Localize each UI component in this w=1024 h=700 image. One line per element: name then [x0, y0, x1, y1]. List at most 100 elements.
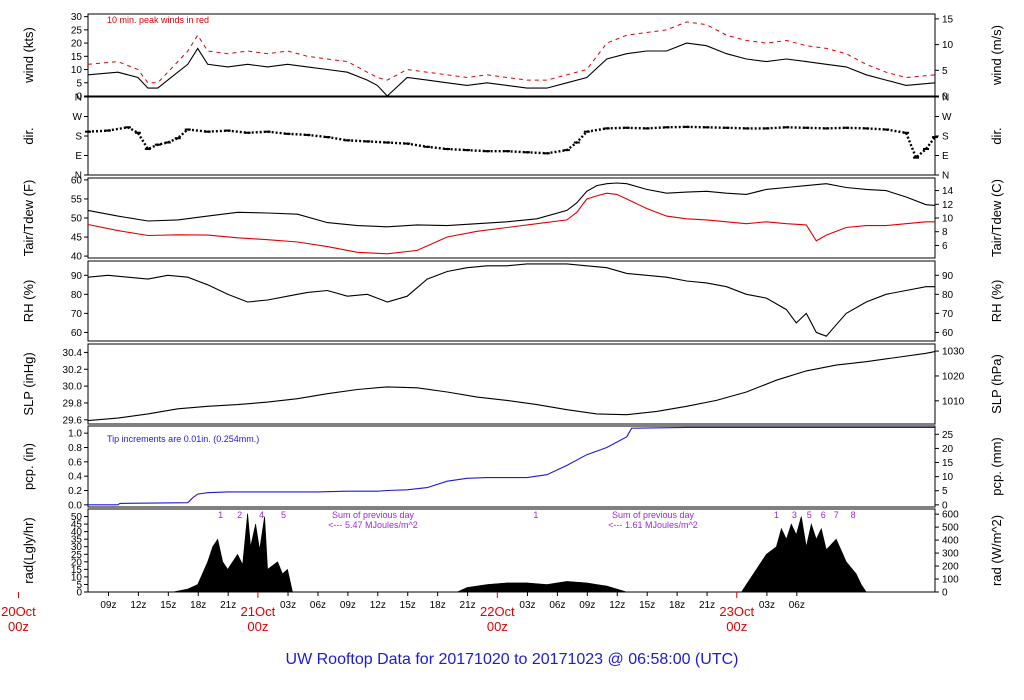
rh-right-tick-label: 80 [942, 290, 954, 301]
slp-right-tick-label: 1010 [942, 396, 965, 407]
dir-right-tick-label: W [942, 112, 952, 123]
temp-series-0 [87, 182, 936, 228]
slp-ylabel-left: SLP (inHg) [21, 352, 36, 415]
temp-ylabel-left: Tair/Tdew (F) [21, 180, 36, 257]
pcp-frame [87, 425, 936, 508]
slp-left-tick-label: 29.8 [63, 398, 83, 409]
dir-left-tick-label: N [75, 171, 82, 182]
rad-day-sum-label: Sum of previous day [612, 510, 695, 520]
slp-left-tick-label: 29.6 [63, 415, 83, 426]
x-tick-label: 15z [160, 600, 176, 611]
rh-frame [87, 260, 936, 342]
dir-left-tick-label: E [75, 151, 82, 162]
wind-left-tick-label: 20 [71, 39, 83, 50]
pcp-right-tick-label: 0 [942, 500, 948, 511]
dir-left-tick-label: S [75, 132, 82, 143]
date-label-hour: 00z [726, 619, 747, 634]
panel-rh: 60 70 80 90 60 70 80 90 RH (%) RH (%) [21, 260, 1004, 342]
x-tick-label: 21z [220, 600, 236, 611]
pcp-series-0 [88, 426, 935, 506]
dir-frame [87, 96, 936, 176]
rh-left-tick-label: 90 [71, 271, 83, 282]
rh-ylabel-right: RH (%) [989, 280, 1004, 323]
wind-right-tick-label: 0 [942, 92, 948, 103]
x-tick-label: 18z [190, 600, 206, 611]
date-label-day: 22Oct [480, 604, 515, 619]
x-axis: 09z 12z 15z 18z 21z 03z 06z 09z 12z 15z 18z 21z 03z 0… [1, 592, 805, 634]
rh-left-tick-label: 70 [71, 309, 83, 320]
dir-ylabel-right: dir. [989, 127, 1004, 144]
date-label-day: 23Oct [719, 604, 754, 619]
wind-left-tick-label: 5 [76, 78, 82, 89]
wind-left-tick-label: 30 [71, 12, 83, 23]
rad-hour-marker: 5 [807, 510, 812, 520]
temp-frame [87, 177, 936, 259]
dir-left-tick-label: N [75, 93, 82, 104]
pcp-left-tick-label: 0.4 [68, 472, 82, 483]
x-tick-label: 12z [370, 600, 386, 611]
dir-right-tick-label: N [942, 93, 949, 104]
slp-left-tick-label: 30.4 [63, 348, 83, 359]
rad-right-tick-label: 300 [942, 549, 959, 560]
slp-right-tick-label: 1020 [942, 371, 965, 382]
slp-frame [87, 343, 936, 425]
panel-rad: 051015202530354045500100200300400500600r… [21, 508, 1004, 599]
rh-left-tick-label: 80 [71, 290, 83, 301]
rad-ylabel-right: rad (W/m^2) [989, 515, 1004, 586]
panel-wind: 0 5 10 15 20 25 30 0 5 10 15 wind (kts) wind (m/s) 10… [21, 12, 1004, 102]
rad-hour-marker: 2 [237, 510, 242, 520]
x-tick-label: 12z [130, 600, 146, 611]
rad-left-tick-label: 10 [71, 572, 83, 583]
slp-left-tick-label: 30.0 [63, 382, 83, 393]
dir-right-tick-label: N [942, 171, 949, 182]
rad-day-sum-label: <--- 5.47 MJoules/m^2 [328, 520, 418, 530]
date-label-day: 20Oct [1, 604, 36, 619]
rad-left-tick-label: 0 [76, 588, 82, 599]
rad-left-tick-label: 45 [71, 520, 83, 531]
rad-left-tick-label: 20 [71, 557, 83, 568]
rad-hour-marker: 1 [774, 510, 779, 520]
panel-pcp: 0.0 0.2 0.4 0.6 0.8 1.0 0 5 10 15 20 25 pcp. (in) pcp… [21, 425, 1004, 511]
rh-right-tick-label: 60 [942, 328, 954, 339]
rad-right-tick-label: 200 [942, 562, 959, 573]
rh-right-tick-label: 90 [942, 271, 954, 282]
pcp-left-tick-label: 0.8 [68, 443, 82, 454]
rad-hour-marker: 6 [821, 510, 826, 520]
x-tick-label: 09z [100, 600, 116, 611]
x-tick-label: 21z [460, 600, 476, 611]
rad-hour-marker: 1 [533, 510, 538, 520]
x-tick-label: 06z [789, 600, 805, 611]
wind-right-tick-label: 15 [942, 14, 954, 25]
rh-ylabel-left: RH (%) [21, 280, 36, 323]
rh-left-tick-label: 60 [71, 328, 83, 339]
x-tick-label: 06z [310, 600, 326, 611]
date-label-day: 21Oct [241, 604, 276, 619]
slp-left-tick-label: 30.2 [63, 365, 83, 376]
rad-left-tick-label: 5 [76, 580, 82, 591]
rh-right-tick-label: 70 [942, 309, 954, 320]
temp-left-tick-label: 40 [71, 252, 83, 263]
temp-right-tick-label: 10 [942, 214, 954, 225]
rad-ylabel-left: rad(Lgly/hr) [21, 517, 36, 583]
x-tick-label: 15z [639, 600, 655, 611]
rad-series-area [88, 513, 935, 593]
x-tick-label: 18z [669, 600, 685, 611]
rad-hour-marker: 5 [281, 510, 286, 520]
temp-series-1 [87, 192, 935, 255]
panel-temp: 40 45 50 55 60 6 8 10 12 14 Tair/Tdew (F) Tair/Tdew… [21, 175, 1004, 262]
rh-series-0 [87, 263, 935, 337]
wind-left-tick-label: 0 [76, 92, 82, 103]
dir-right-tick-label: E [942, 151, 949, 162]
temp-right-tick-label: 14 [942, 186, 954, 197]
rad-hour-marker: 8 [851, 510, 856, 520]
rad-day-sum-label: <--- 1.61 MJoules/m^2 [608, 520, 698, 530]
pcp-left-tick-label: 0.0 [68, 500, 82, 511]
temp-left-tick-label: 60 [71, 175, 83, 186]
wind-left-tick-label: 15 [71, 52, 83, 63]
pcp-annotation: Tip increments are 0.01in. (0.254mm.) [107, 434, 259, 444]
pcp-right-tick-label: 10 [942, 472, 954, 483]
wind-ylabel-right: wind (m/s) [989, 25, 1004, 86]
x-tick-label: 21z [699, 600, 715, 611]
